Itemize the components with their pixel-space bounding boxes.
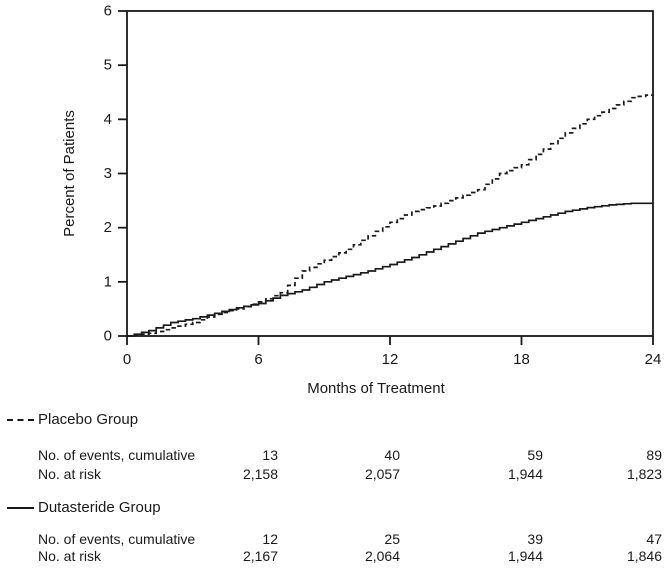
placebo-dashed-line-sample — [7, 419, 34, 421]
x-tick-label: 24 — [645, 351, 662, 368]
table-row-placebo-at-risk: No. at risk 2,158 2,057 1,944 1,823 — [38, 466, 662, 482]
value-month-18: 1,944 — [507, 466, 543, 482]
legend-placebo: Placebo Group — [0, 411, 665, 429]
table-row-placebo-events: No. of events, cumulative 13 40 59 89 — [38, 447, 662, 463]
row-label: No. of events, cumulative — [38, 447, 196, 463]
value-month-12: 25 — [384, 531, 400, 547]
value-month-24: 47 — [646, 531, 662, 547]
x-axis-title: Months of Treatment — [307, 380, 445, 397]
y-tick-label: 0 — [104, 328, 112, 345]
legend-dutasteride: Dutasteride Group — [0, 499, 665, 517]
value-month-24: 1,846 — [626, 548, 662, 564]
value-month-6: 2,158 — [242, 466, 278, 482]
y-tick-label: 5 — [104, 57, 112, 74]
value-month-6: 2,167 — [242, 548, 278, 564]
y-tick-label: 2 — [104, 219, 112, 236]
y-tick-label: 1 — [104, 273, 112, 290]
legend-dutasteride-label: Dutasteride Group — [38, 499, 161, 516]
x-tick-label: 6 — [254, 351, 262, 368]
row-label: No. at risk — [38, 548, 102, 564]
value-month-12: 2,064 — [364, 548, 400, 564]
value-month-18: 39 — [527, 531, 543, 547]
dutasteride-curve — [127, 202, 653, 337]
plot-border — [126, 10, 654, 337]
y-tick-label: 4 — [104, 111, 112, 128]
y-tick-label: 3 — [104, 165, 112, 182]
value-month-18: 59 — [527, 447, 543, 463]
value-month-24: 89 — [646, 447, 662, 463]
dutasteride-solid-line-sample — [7, 507, 34, 509]
value-month-6: 12 — [262, 531, 278, 547]
x-tick-label: 18 — [513, 351, 530, 368]
value-month-24: 1,823 — [626, 466, 662, 482]
x-tick-label: 12 — [382, 351, 399, 368]
y-axis-title: Percent of Patients — [61, 110, 78, 237]
table-row-dutasteride-events: No. of events, cumulative 12 25 39 47 — [38, 531, 662, 547]
legend-placebo-label: Placebo Group — [38, 411, 139, 428]
value-month-6: 13 — [262, 447, 278, 463]
value-month-12: 2,057 — [364, 466, 400, 482]
row-label: No. at risk — [38, 466, 102, 482]
x-tick-label: 0 — [123, 351, 131, 368]
placebo-curve — [127, 93, 654, 337]
row-label: No. of events, cumulative — [38, 531, 196, 547]
value-month-12: 40 — [384, 447, 400, 463]
y-tick-label: 6 — [104, 3, 112, 20]
value-month-18: 1,944 — [507, 548, 543, 564]
table-row-dutasteride-at-risk: No. at risk 2,167 2,064 1,944 1,846 — [38, 548, 662, 564]
